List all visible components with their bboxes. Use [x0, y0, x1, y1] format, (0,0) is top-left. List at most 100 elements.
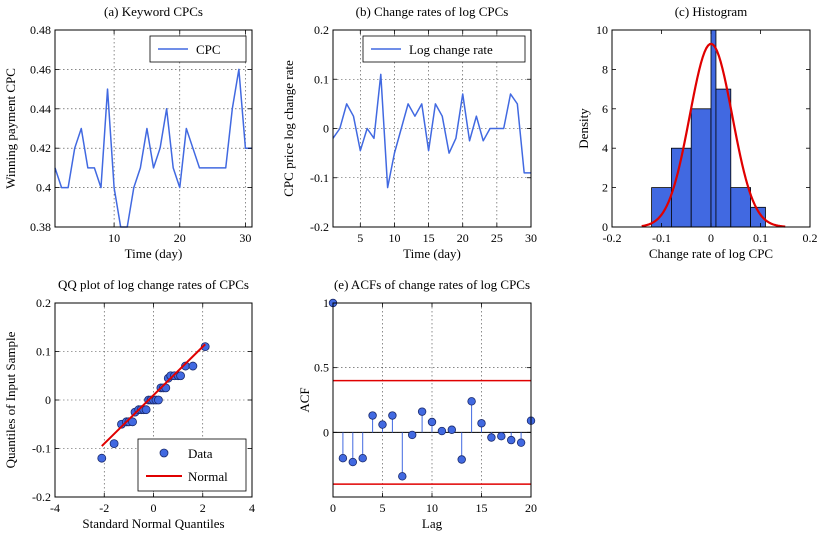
data-point: [176, 371, 185, 381]
acf-marker: [467, 397, 476, 406]
y-tick-label: -0.2: [32, 490, 51, 504]
chart-title: (e) ACFs of change rates of log CPCs: [334, 277, 530, 292]
x-axis-label: Time (day): [403, 246, 461, 261]
y-tick-label: 0.2: [314, 23, 329, 37]
acf-marker: [447, 425, 456, 434]
acf-marker: [408, 430, 417, 440]
x-tick-label: -0.1: [652, 231, 671, 245]
histogram-bar: [715, 88, 732, 228]
x-tick-label: 5: [380, 501, 386, 515]
data-point: [188, 361, 198, 371]
panel-b: 5 10 15 20 25 30 -0.2 -0.1 0 0.1 0.2 (b) Change rat…: [281, 4, 537, 261]
legend: Data Normal: [137, 438, 247, 492]
y-axis-label: ACF: [297, 387, 312, 412]
y-axis-label: Density: [576, 108, 591, 149]
y-tick-label: 0.1: [36, 345, 51, 359]
x-tick-label: 5: [357, 231, 363, 245]
x-tick-label: 10: [108, 231, 120, 245]
acf-marker: [338, 454, 348, 463]
legend: Log change rate: [362, 35, 526, 63]
data-point: [128, 417, 137, 427]
y-tick-label: 6: [602, 102, 608, 116]
histogram-bar: [710, 29, 717, 228]
y-tick-label: 0: [45, 393, 51, 407]
acf-marker: [358, 454, 367, 463]
x-tick-label: 15: [476, 501, 488, 515]
y-tick-label: 0.48: [30, 23, 51, 37]
y-axis-label: Winning payment CPC: [3, 68, 18, 189]
acf-marker: [398, 472, 407, 481]
x-axis-label: Change rate of log CPC: [649, 246, 773, 261]
y-axis-label: CPC price log change rate: [281, 60, 296, 197]
y-tick-label: 10: [596, 23, 608, 37]
normal-fit-curve: [641, 42, 786, 228]
series-line-log-change-rate: [332, 73, 531, 189]
y-tick-label: -0.1: [310, 171, 329, 185]
histogram-bar: [730, 187, 751, 228]
x-tick-label: 0: [330, 501, 336, 515]
acf-marker: [497, 432, 506, 441]
legend-label: Data: [188, 446, 213, 461]
normal-reference-line: [101, 343, 206, 447]
x-tick-label: 0: [151, 501, 157, 515]
x-tick-label: 25: [491, 231, 503, 245]
y-tick-label: 0.46: [30, 62, 51, 76]
acf-marker: [388, 411, 397, 420]
acf-marker: [368, 411, 377, 420]
x-axis-label: Lag: [422, 516, 443, 531]
y-tick-label: 4: [602, 141, 608, 155]
histogram-bar: [690, 108, 712, 228]
legend-label: CPC: [196, 42, 221, 57]
x-tick-label: -0.2: [603, 231, 622, 245]
panel-d: -4 -2 0 2 4 -0.2 -0.1 0 0.1 0.2 QQ plot of log cha…: [3, 277, 255, 531]
y-tick-label: 8: [602, 62, 608, 76]
panel-c: -0.2 -0.1 0 0.1 0.2 0 2 4 6 8 10 (c) Histogram Chang…: [576, 4, 818, 261]
acf-marker: [378, 420, 387, 429]
y-tick-label: 0: [602, 220, 608, 234]
y-tick-label: -0.2: [310, 220, 329, 234]
acf-marker: [437, 426, 447, 436]
legend-box: [137, 438, 247, 492]
y-tick-label: 2: [602, 181, 608, 195]
x-tick-label: 20: [457, 231, 469, 245]
series-line-cpc: [54, 68, 252, 228]
y-tick-label: 0.5: [314, 361, 329, 375]
legend-label: Normal: [188, 469, 228, 484]
chart-title: (b) Change rates of log CPCs: [356, 4, 509, 19]
y-tick-label: 0.38: [30, 220, 51, 234]
x-tick-label: -2: [99, 501, 109, 515]
y-axis-label: Quantiles of Input Sample: [3, 331, 18, 468]
acf-marker: [348, 457, 357, 467]
x-tick-label: 0.2: [803, 231, 818, 245]
y-tick-label: 0.4: [36, 181, 51, 195]
data-point: [109, 439, 119, 449]
x-tick-label: 20: [174, 231, 186, 245]
data-point: [141, 405, 151, 415]
legend-swatch-marker: [159, 448, 169, 458]
data-point: [200, 342, 210, 352]
panel-e: 0 5 10 15 20 0 0.5 1 (e) ACFs of change rates of…: [297, 277, 537, 531]
legend-label: Log change rate: [409, 42, 493, 57]
x-tick-label: 2: [200, 501, 206, 515]
y-tick-label: 0: [323, 425, 329, 439]
x-tick-label: 0: [708, 231, 714, 245]
chart-title: QQ plot of log change rates of CPCs: [58, 277, 249, 292]
x-axis-label: Standard Normal Quantiles: [82, 516, 224, 531]
x-tick-label: 4: [249, 501, 255, 515]
legend: CPC: [149, 35, 247, 63]
x-tick-label: 15: [423, 231, 435, 245]
x-tick-label: 10: [388, 231, 400, 245]
y-tick-label: 1: [323, 296, 329, 310]
y-tick-label: 0.42: [30, 141, 51, 155]
y-tick-label: 0.44: [30, 102, 51, 116]
x-tick-label: 30: [525, 231, 537, 245]
acf-marker: [487, 433, 496, 442]
y-tick-label: -0.1: [32, 442, 51, 456]
y-tick-label: 0.1: [314, 72, 329, 86]
chart-title: (a) Keyword CPCs: [104, 4, 203, 19]
x-tick-label: 30: [239, 231, 251, 245]
x-tick-label: 10: [426, 501, 438, 515]
acf-marker: [516, 438, 526, 447]
acf-marker: [457, 455, 466, 464]
